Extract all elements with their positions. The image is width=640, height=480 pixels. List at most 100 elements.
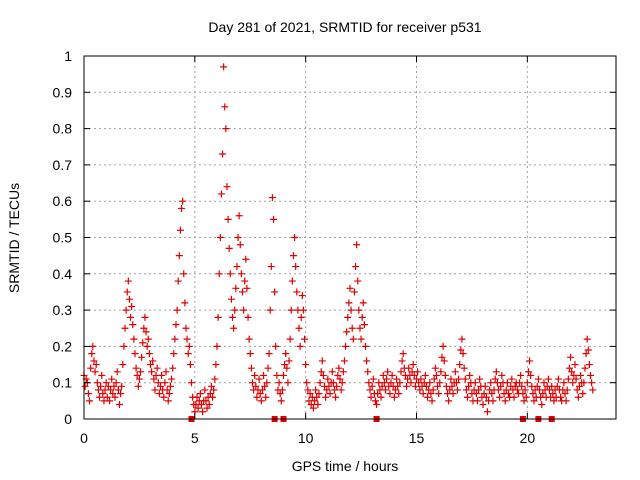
- data-point: [160, 393, 168, 401]
- data-point: [130, 335, 138, 343]
- data-point: [262, 393, 270, 401]
- data-point: [196, 390, 204, 398]
- data-point: [397, 368, 405, 376]
- data-point: [479, 400, 487, 408]
- data-point: [251, 371, 259, 379]
- data-point: [247, 364, 255, 372]
- data-point: [440, 357, 448, 365]
- data-point: [411, 382, 419, 390]
- data-point: [329, 379, 337, 387]
- data-point: [179, 197, 187, 205]
- data-point: [293, 288, 301, 296]
- data-point: [371, 397, 379, 405]
- data-point: [169, 364, 177, 372]
- data-point: [458, 335, 466, 343]
- x-tick-label: 20: [520, 430, 536, 446]
- data-point: [162, 368, 170, 376]
- y-axis-label: SRMTID / TECUs: [6, 183, 22, 293]
- data-point: [398, 357, 406, 365]
- data-point: [144, 335, 152, 343]
- data-point: [324, 375, 332, 383]
- data-point: [174, 277, 182, 285]
- data-point: [165, 390, 173, 398]
- data-point: [280, 371, 287, 379]
- data-point: [451, 368, 459, 376]
- data-point: [502, 386, 510, 394]
- data-point: [333, 382, 341, 390]
- data-point: [301, 335, 309, 343]
- data-point: [304, 386, 312, 394]
- data-point: [416, 386, 424, 394]
- data-point: [369, 375, 377, 383]
- data-point: [303, 379, 311, 387]
- data-point: [436, 379, 444, 387]
- data-point: [137, 368, 145, 376]
- data-point: [553, 382, 561, 390]
- data-point: [409, 361, 417, 369]
- data-point: [119, 361, 127, 369]
- data-point: [575, 382, 583, 390]
- data-point: [346, 284, 354, 292]
- data-point: [215, 270, 223, 278]
- data-point: [121, 324, 129, 332]
- data-point: [97, 382, 105, 390]
- data-point: [357, 335, 365, 343]
- data-point: [462, 386, 470, 394]
- data-point: [284, 379, 292, 387]
- data-point: [134, 382, 142, 390]
- data-point: [356, 324, 364, 332]
- data-point: [480, 390, 488, 398]
- data-point: [138, 353, 146, 361]
- data-point: [365, 379, 373, 387]
- data-point: [339, 368, 347, 376]
- data-point: [358, 313, 366, 321]
- data-point: [199, 408, 207, 416]
- data-point: [383, 375, 391, 383]
- data-point: [201, 386, 209, 394]
- y-tick-labels: 0 0.1 0.2 0.3 0.4 0.5 0.6 0.7 0.8 0.9 1: [53, 48, 73, 427]
- data-point: [221, 103, 229, 111]
- data-point: [482, 393, 490, 401]
- data-point: [584, 346, 592, 354]
- data-point: [510, 393, 518, 401]
- data-point: [564, 375, 572, 383]
- data-point: [348, 324, 356, 332]
- data-point: [107, 386, 115, 394]
- data-point: [352, 263, 360, 271]
- data-point: [315, 390, 323, 398]
- data-point: [521, 386, 529, 394]
- data-point: [93, 379, 101, 387]
- data-point: [430, 375, 438, 383]
- data-point: [414, 368, 422, 376]
- data-point: [449, 390, 457, 398]
- data-point: [519, 390, 527, 398]
- data-point: [96, 393, 104, 401]
- data-point: [311, 397, 319, 405]
- data-point: [476, 375, 484, 383]
- data-point: [538, 400, 546, 408]
- data-point: [498, 371, 506, 379]
- data-point: [463, 393, 471, 401]
- data-point: [350, 288, 358, 296]
- data-point: [131, 350, 139, 358]
- data-point: [197, 400, 205, 408]
- data-point: [585, 361, 593, 369]
- y-tick-label: 0.7: [53, 157, 73, 173]
- data-point: [257, 397, 265, 405]
- data-point: [81, 382, 89, 390]
- data-point: [156, 382, 164, 390]
- data-point: [203, 404, 211, 412]
- y-tick-label: 0.8: [53, 121, 73, 137]
- data-point: [92, 361, 100, 369]
- data-point: [120, 342, 128, 350]
- data-point: [524, 368, 532, 376]
- data-point: [395, 390, 403, 398]
- data-point: [488, 390, 496, 398]
- data-point: [539, 390, 547, 398]
- data-point: [213, 342, 221, 350]
- y-tick-label: 0.3: [53, 302, 73, 318]
- data-point: [123, 288, 131, 296]
- data-point: [252, 382, 260, 390]
- data-point: [387, 379, 395, 387]
